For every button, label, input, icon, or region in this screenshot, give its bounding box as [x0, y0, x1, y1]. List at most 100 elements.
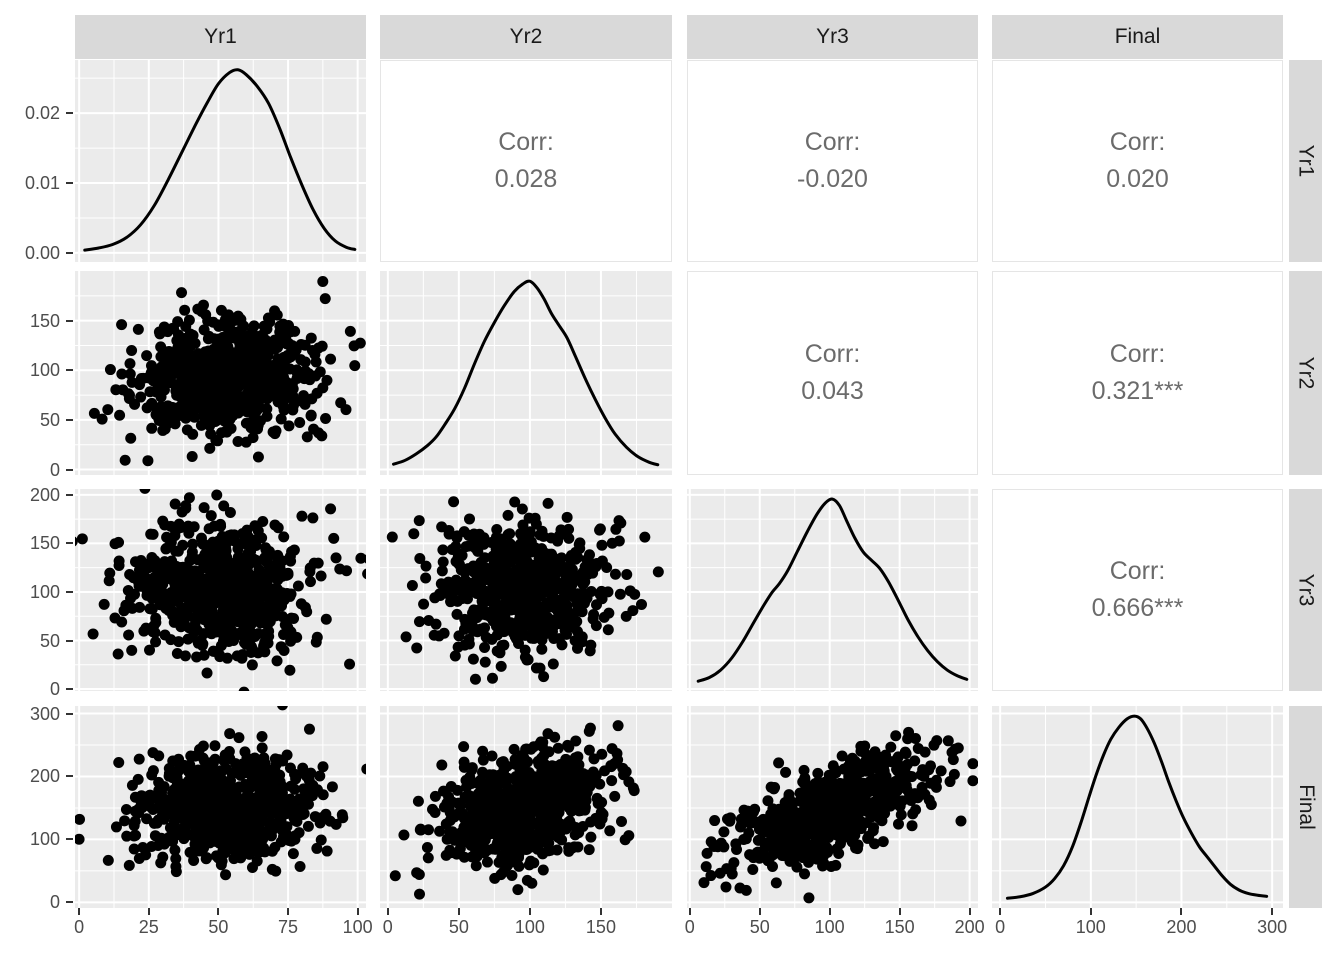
x-axis-tick-label: 100 — [814, 917, 845, 937]
y-axis-tick-label: 0.00 — [24, 242, 60, 263]
panel-scatter-yr1-yr2 — [75, 271, 366, 475]
x-axis-tick — [898, 908, 901, 915]
x-axis-tick-label: 50 — [208, 917, 229, 937]
y-axis-tick-label: 0.02 — [24, 103, 60, 124]
x-axis-tick — [968, 908, 971, 915]
panel-canvas — [992, 706, 1283, 908]
y-axis-tick — [66, 493, 73, 496]
panel-scatter-yr1-final — [75, 706, 366, 908]
corr-value: 0.043 — [801, 377, 864, 405]
y-axis-tick — [66, 182, 73, 185]
x-axis-tick-label: 0 — [995, 917, 1006, 937]
row-strip-final-label: Final — [1294, 784, 1318, 830]
panel-canvas — [75, 489, 366, 691]
x-axis-tick — [688, 908, 691, 915]
x-axis-tick — [758, 908, 761, 915]
x-axis-tick — [528, 908, 531, 915]
y-axis-tick — [66, 639, 73, 642]
row-strip-yr2-label: Yr2 — [1294, 356, 1318, 390]
x-axis-tick-label: 0 — [74, 917, 85, 937]
corr-label: Corr: — [498, 128, 554, 156]
y-axis-tick-label: 100 — [29, 581, 60, 602]
y-axis-tick-label: 100 — [29, 829, 60, 850]
x-axis-tick — [1271, 908, 1274, 915]
panel-density-yr1 — [75, 60, 366, 262]
x-axis-tick-label: 150 — [884, 917, 915, 937]
y-axis-tick-label: 200 — [29, 766, 60, 787]
y-axis-tick-label: 50 — [39, 630, 60, 651]
y-axis-tick — [66, 369, 73, 372]
y-axis-tick — [66, 901, 73, 904]
x-axis-tick — [78, 908, 81, 915]
corr-value: 0.666*** — [1091, 594, 1184, 622]
corr-label: Corr: — [1109, 128, 1166, 156]
y-axis-tick — [66, 590, 73, 593]
y-axis-tick-label: 300 — [29, 703, 60, 724]
x-axis-tick — [147, 908, 150, 915]
panel-canvas — [687, 489, 978, 691]
x-axis-tick-label: 50 — [749, 917, 770, 937]
row-strip-yr2: Yr2 — [1289, 271, 1322, 475]
column-strip-yr1-label: Yr1 — [204, 25, 237, 48]
x-axis-tick-label: 100 — [1075, 917, 1106, 937]
x-axis-tick-label: 100 — [514, 917, 545, 937]
panel-scatter-yr3-final — [687, 706, 978, 908]
panel-scatter-yr1-yr3 — [75, 489, 366, 691]
y-axis-tick-label: 100 — [29, 360, 60, 381]
corr-label: Corr: — [1109, 557, 1166, 585]
x-axis-tick-label: 100 — [342, 917, 373, 937]
column-strip-final: Final — [992, 15, 1283, 59]
corr-label: Corr: — [804, 340, 861, 368]
y-axis-tick — [66, 775, 73, 778]
y-axis-tick — [66, 112, 73, 115]
column-strip-yr2-label: Yr2 — [509, 25, 543, 48]
corr-label: Corr: — [1109, 340, 1166, 368]
y-axis-tick-label: 150 — [29, 533, 60, 554]
x-axis-tick-label: 25 — [138, 917, 159, 937]
y-axis-tick — [66, 251, 73, 254]
x-axis-tick — [356, 908, 359, 915]
x-axis-tick-label: 75 — [278, 917, 299, 937]
panel-canvas — [687, 706, 978, 908]
y-axis-tick — [66, 688, 73, 691]
y-axis-tick — [66, 712, 73, 715]
y-axis-tick-label: 0 — [49, 679, 60, 700]
panel-scatter-yr2-yr3 — [380, 489, 672, 691]
y-axis-tick-label: 200 — [29, 484, 60, 505]
corr-label: Corr: — [804, 128, 861, 156]
panel-canvas — [380, 489, 672, 691]
panel-density-yr3 — [687, 489, 978, 691]
x-axis-tick-label: 200 — [1166, 917, 1197, 937]
panel-density-yr2 — [380, 271, 672, 475]
panel-canvas — [75, 60, 366, 262]
corr-value: 0.028 — [494, 165, 558, 193]
x-axis-tick — [999, 908, 1002, 915]
x-axis-tick — [1089, 908, 1092, 915]
panel-canvas — [380, 706, 672, 908]
panel-canvas — [380, 271, 672, 475]
panel-corr-yr2-yr3: Corr: 0.043 — [687, 271, 978, 475]
panel-corr-yr3-final: Corr: 0.666*** — [992, 489, 1283, 691]
panel-corr-yr1-yr2: Corr: 0.028 — [380, 60, 672, 262]
row-strip-final: Final — [1289, 706, 1322, 908]
x-axis-tick-label: 300 — [1257, 917, 1288, 937]
panel-corr-yr2-final: Corr: 0.321*** — [992, 271, 1283, 475]
x-axis-tick — [457, 908, 460, 915]
x-axis-tick-label: 0 — [684, 917, 695, 937]
panel-scatter-yr2-final — [380, 706, 672, 908]
y-axis-tick-label: 50 — [39, 409, 60, 430]
y-axis-tick — [66, 838, 73, 841]
panel-corr-yr1-yr3: Corr: -0.020 — [687, 60, 978, 262]
column-strip-yr3-label: Yr3 — [816, 25, 849, 48]
column-strip-yr3: Yr3 — [687, 15, 978, 59]
y-axis-tick-label: 0 — [49, 892, 60, 913]
panel-density-final — [992, 706, 1283, 908]
row-strip-yr1-label: Yr1 — [1294, 144, 1318, 178]
y-axis-tick-label: 150 — [29, 310, 60, 331]
panel-canvas — [75, 271, 366, 475]
x-axis-tick-label: 0 — [382, 917, 393, 937]
column-strip-yr2: Yr2 — [380, 15, 672, 59]
corr-value: 0.321*** — [1091, 377, 1184, 405]
row-strip-yr3: Yr3 — [1289, 489, 1322, 691]
y-axis-tick — [66, 468, 73, 471]
